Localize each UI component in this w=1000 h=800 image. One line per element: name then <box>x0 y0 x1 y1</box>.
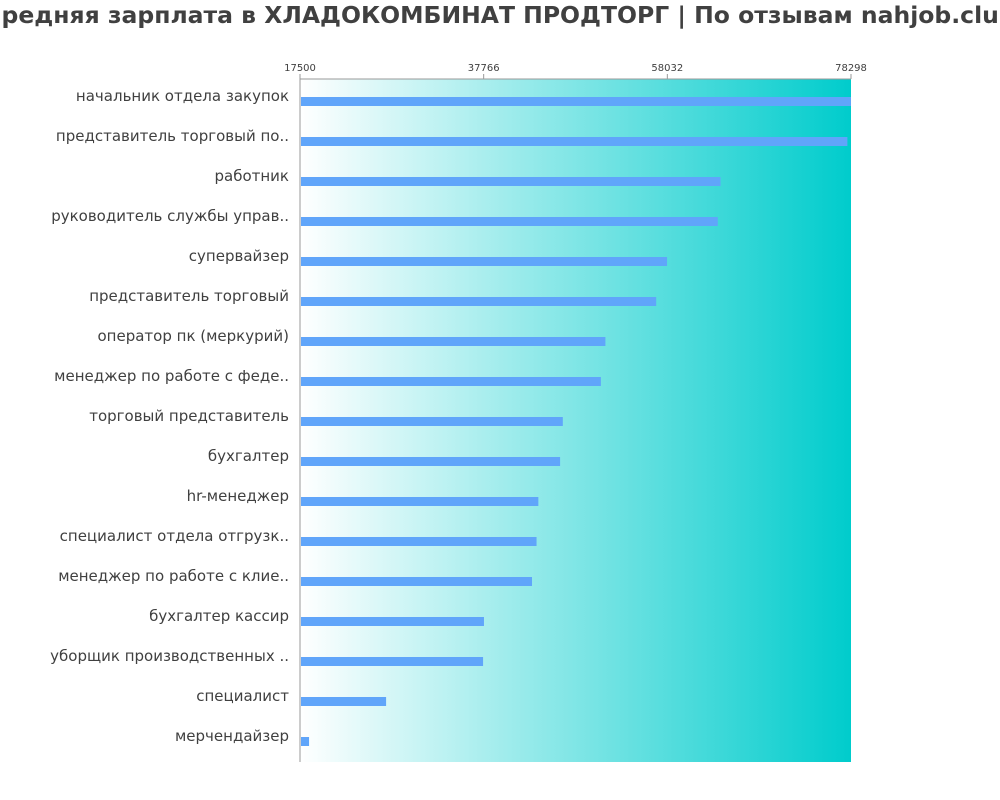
bar <box>301 297 657 306</box>
x-tick-label: 17500 <box>284 63 316 74</box>
bar <box>301 657 484 666</box>
x-axis-ticks: 17500 37766 58032 78298 <box>284 63 867 79</box>
bar <box>301 577 533 586</box>
category-label: супервайзер <box>189 247 289 265</box>
category-label: специалист отдела отгрузк.. <box>60 527 289 545</box>
category-label: менеджер по работе с феде.. <box>54 367 289 385</box>
bar <box>301 377 601 386</box>
category-label: руководитель службы управ.. <box>51 207 289 225</box>
category-label: работник <box>215 167 290 185</box>
category-label: бухгалтер кассир <box>149 607 289 625</box>
category-labels: начальник отдела закупок представитель то… <box>50 87 289 745</box>
category-label: представитель торговый по.. <box>56 127 289 145</box>
x-tick-label: 78298 <box>835 63 867 74</box>
bar <box>301 497 539 506</box>
bar <box>301 537 537 546</box>
x-tick-label: 37766 <box>468 63 500 74</box>
bar <box>301 417 563 426</box>
category-label: мерчендайзер <box>175 727 289 745</box>
category-label: представитель торговый <box>89 287 289 305</box>
bar <box>301 617 484 626</box>
category-label: hr-менеджер <box>187 487 289 505</box>
category-label: специалист <box>196 687 289 705</box>
category-label: начальник отдела закупок <box>76 87 289 105</box>
bar <box>301 177 721 186</box>
category-label: уборщик производственных .. <box>50 647 289 665</box>
bar <box>301 257 668 266</box>
bar <box>301 97 851 106</box>
bar <box>301 337 606 346</box>
category-label: менеджер по работе с клие.. <box>58 567 289 585</box>
bar <box>301 737 310 746</box>
category-label: торговый представитель <box>89 407 289 425</box>
x-tick-label: 58032 <box>651 63 683 74</box>
bar <box>301 217 718 226</box>
category-label: бухгалтер <box>208 447 289 465</box>
category-label: оператор пк (меркурий) <box>98 327 290 345</box>
chart-title: Средняя зарплата в ХЛАДОКОМБИНАТ ПРОДТОР… <box>0 1 1000 29</box>
bar <box>301 457 561 466</box>
bar <box>301 137 848 146</box>
bars <box>301 97 851 746</box>
bar <box>301 697 387 706</box>
